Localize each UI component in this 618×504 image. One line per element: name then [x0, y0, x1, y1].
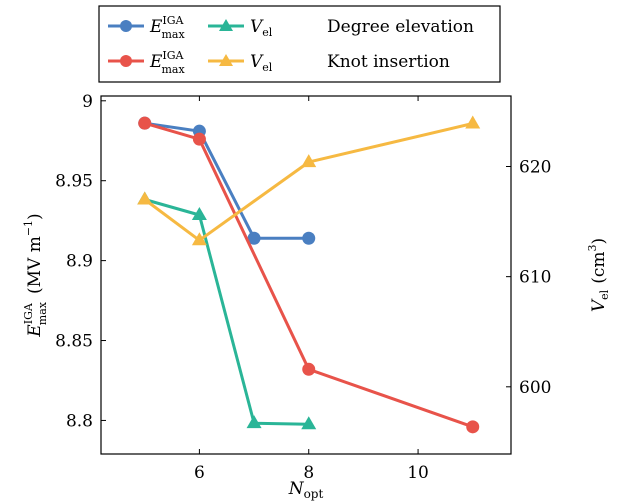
legend-row-label-degree-elevation: Degree elevation	[327, 17, 474, 37]
y-left-tick-label: 9	[82, 92, 93, 112]
y-left-tick-label: 8.95	[55, 172, 93, 192]
data-point-emax_ki	[466, 420, 480, 434]
x-axis: 6 8 10	[194, 96, 429, 483]
legend-marker-vel-degree-elevation	[219, 19, 233, 31]
data-point-vel_ki	[465, 115, 481, 129]
y-axis-left: 8.8 8.85 8.9 8.95 9	[55, 92, 106, 431]
y-axis-left-title: EIGAmax(MV m−1)	[22, 213, 49, 337]
data-point-vel_de	[246, 415, 262, 429]
legend-row-label-knot-insertion: Knot insertion	[327, 52, 450, 72]
data-point-emax_ki	[192, 132, 206, 146]
plot-area	[100, 95, 512, 455]
data-point-emax_de	[302, 231, 316, 245]
data-point-emax_ki	[302, 362, 316, 376]
y-axis-right-title: Vel(cm3)	[586, 238, 611, 312]
data-point-emax_de	[247, 231, 261, 245]
y-axis-right: 600 610 620	[506, 157, 551, 398]
x-tick-label: 8	[303, 463, 314, 483]
legend: EIGA max Vel Degree elevation EIGA max Vel…	[98, 5, 501, 83]
y-right-tick-label: 610	[519, 268, 551, 288]
series-vel_de	[137, 191, 317, 430]
series-vel_ki	[137, 115, 481, 246]
legend-label-vel-degree-elevation: Vel	[250, 17, 273, 39]
data-point-vel_ki	[301, 154, 317, 168]
data-point-emax_ki	[138, 116, 152, 130]
legend-label-emax-degree-elevation: EIGA max	[149, 14, 185, 41]
data-point-vel_ki	[191, 232, 207, 246]
y-right-tick-label: 600	[519, 378, 551, 398]
legend-marker-vel-knot-insertion	[219, 54, 233, 66]
series-emax_de	[138, 116, 316, 245]
x-tick-label: 10	[407, 463, 429, 483]
x-axis-title: Nopt	[288, 479, 324, 501]
series-emax_ki	[138, 116, 480, 434]
y-right-tick-label: 620	[519, 157, 551, 177]
legend-marker-emax-knot-insertion	[120, 55, 132, 67]
data-point-vel_de	[301, 416, 317, 430]
y-left-tick-label: 8.8	[66, 411, 93, 431]
data-point-vel_ki	[137, 191, 153, 205]
legend-entry-vel-degree-elevation: Vel	[208, 17, 273, 39]
x-tick-label: 6	[194, 463, 205, 483]
legend-marker-emax-degree-elevation	[120, 20, 132, 32]
series-line-vel_de	[144, 198, 309, 426]
series-line-emax_de	[144, 121, 309, 240]
legend-label-vel-knot-insertion: Vel	[250, 52, 273, 74]
y-left-tick-label: 8.9	[66, 252, 93, 272]
y-left-tick-label: 8.85	[55, 332, 93, 352]
legend-label-emax-knot-insertion: EIGA max	[149, 49, 185, 76]
legend-entry-emax-degree-elevation: EIGA max	[108, 14, 185, 41]
series-layer	[137, 115, 481, 434]
legend-entry-vel-knot-insertion: Vel	[208, 52, 273, 74]
data-point-vel_de	[191, 206, 207, 220]
legend-box	[98, 5, 501, 83]
series-line-vel_ki	[143, 122, 474, 242]
series-line-emax_ki	[144, 121, 474, 429]
legend-entry-emax-knot-insertion: EIGA max	[108, 49, 185, 76]
